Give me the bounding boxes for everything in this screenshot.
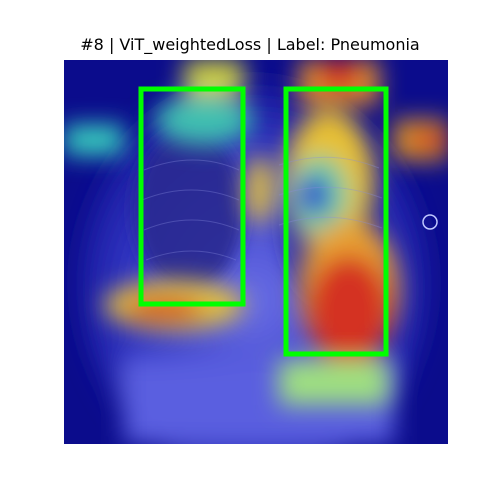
left-lung-box — [138, 86, 246, 307]
rib-lines — [141, 156, 383, 261]
right-lung-box — [283, 86, 389, 357]
xray-heatmap-image — [64, 60, 448, 444]
device-marker — [422, 214, 438, 230]
figure-title: #8 | ViT_weightedLoss | Label: Pneumonia — [80, 35, 420, 54]
